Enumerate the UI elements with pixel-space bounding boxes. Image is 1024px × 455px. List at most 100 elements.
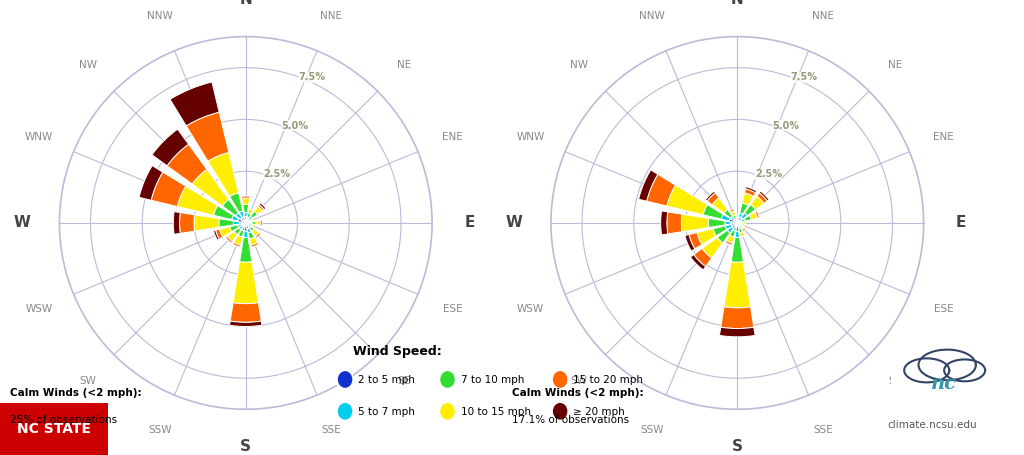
Bar: [239, 230, 244, 237]
Bar: [234, 228, 241, 235]
Bar: [740, 224, 743, 226]
Bar: [214, 230, 219, 240]
Text: 17.1% of observations: 17.1% of observations: [512, 415, 629, 425]
Circle shape: [554, 372, 566, 387]
Bar: [737, 221, 741, 223]
Bar: [246, 220, 249, 223]
Text: SE: SE: [397, 376, 411, 386]
Text: ESE: ESE: [442, 303, 462, 313]
Text: WNW: WNW: [516, 132, 545, 142]
Bar: [693, 248, 712, 267]
Bar: [247, 228, 251, 233]
Bar: [152, 129, 188, 166]
Bar: [744, 215, 752, 221]
Bar: [244, 223, 246, 227]
Bar: [243, 204, 249, 213]
Bar: [244, 231, 248, 238]
Bar: [229, 225, 239, 232]
Bar: [739, 232, 744, 237]
Bar: [242, 223, 246, 225]
Bar: [720, 327, 755, 337]
Circle shape: [441, 404, 454, 419]
Bar: [194, 215, 219, 231]
Bar: [227, 232, 238, 241]
Bar: [713, 226, 727, 236]
Bar: [709, 218, 725, 228]
Text: SSW: SSW: [640, 425, 664, 435]
Text: Calm Winds (<2 mph):: Calm Winds (<2 mph):: [10, 388, 142, 398]
Bar: [685, 234, 695, 251]
Bar: [170, 82, 219, 126]
Bar: [712, 198, 727, 213]
Bar: [725, 241, 732, 245]
Text: 2 to 5 mph: 2 to 5 mph: [358, 375, 416, 385]
Circle shape: [441, 372, 454, 387]
Text: 15 to 20 mph: 15 to 20 mph: [573, 375, 643, 385]
Bar: [256, 233, 261, 238]
Bar: [208, 152, 239, 197]
Text: E: E: [464, 216, 474, 230]
Bar: [177, 186, 217, 215]
Bar: [248, 225, 251, 228]
Bar: [740, 218, 745, 222]
Bar: [743, 222, 745, 224]
Text: 5.0%: 5.0%: [282, 121, 308, 131]
Bar: [735, 219, 737, 221]
Bar: [745, 187, 757, 193]
Text: NE: NE: [888, 60, 902, 70]
Circle shape: [554, 404, 566, 419]
Bar: [736, 223, 738, 231]
Bar: [731, 237, 743, 262]
Bar: [739, 225, 742, 228]
Bar: [733, 227, 736, 231]
Bar: [737, 222, 739, 223]
Text: ≥ 20 mph: ≥ 20 mph: [573, 407, 626, 417]
Text: SSE: SSE: [813, 425, 833, 435]
Bar: [732, 223, 737, 228]
Bar: [249, 224, 252, 226]
Bar: [647, 174, 676, 206]
Bar: [193, 169, 228, 206]
Bar: [738, 228, 742, 233]
Text: 25% of observations: 25% of observations: [10, 415, 118, 425]
Bar: [703, 205, 723, 219]
Bar: [735, 231, 739, 238]
Bar: [708, 193, 719, 205]
Text: Wind Speed:: Wind Speed:: [353, 345, 442, 358]
Bar: [735, 223, 737, 227]
Text: nc: nc: [931, 375, 957, 393]
Bar: [246, 222, 250, 223]
Bar: [734, 220, 737, 223]
Text: climate.ncsu.edu: climate.ncsu.edu: [887, 420, 977, 430]
Bar: [739, 223, 741, 225]
Bar: [726, 235, 734, 243]
Bar: [251, 224, 254, 228]
Bar: [717, 230, 730, 243]
Bar: [258, 205, 264, 211]
Bar: [755, 211, 760, 218]
Bar: [660, 211, 668, 235]
Text: NW: NW: [79, 60, 96, 70]
Text: S: S: [732, 439, 742, 454]
Text: SSW: SSW: [148, 425, 172, 435]
Bar: [725, 224, 732, 229]
Bar: [250, 237, 258, 245]
Bar: [742, 228, 745, 231]
Bar: [730, 216, 735, 221]
Bar: [246, 222, 248, 223]
Text: W: W: [505, 216, 522, 230]
Bar: [737, 217, 740, 223]
Bar: [759, 191, 769, 201]
Bar: [249, 220, 252, 222]
Bar: [667, 212, 682, 234]
Bar: [243, 217, 246, 223]
Bar: [236, 213, 242, 219]
Bar: [730, 230, 735, 237]
Bar: [724, 210, 732, 218]
Text: N: N: [731, 0, 743, 7]
Bar: [727, 227, 733, 233]
Bar: [737, 218, 742, 223]
Bar: [225, 236, 232, 243]
Bar: [751, 196, 764, 210]
Bar: [689, 233, 702, 249]
